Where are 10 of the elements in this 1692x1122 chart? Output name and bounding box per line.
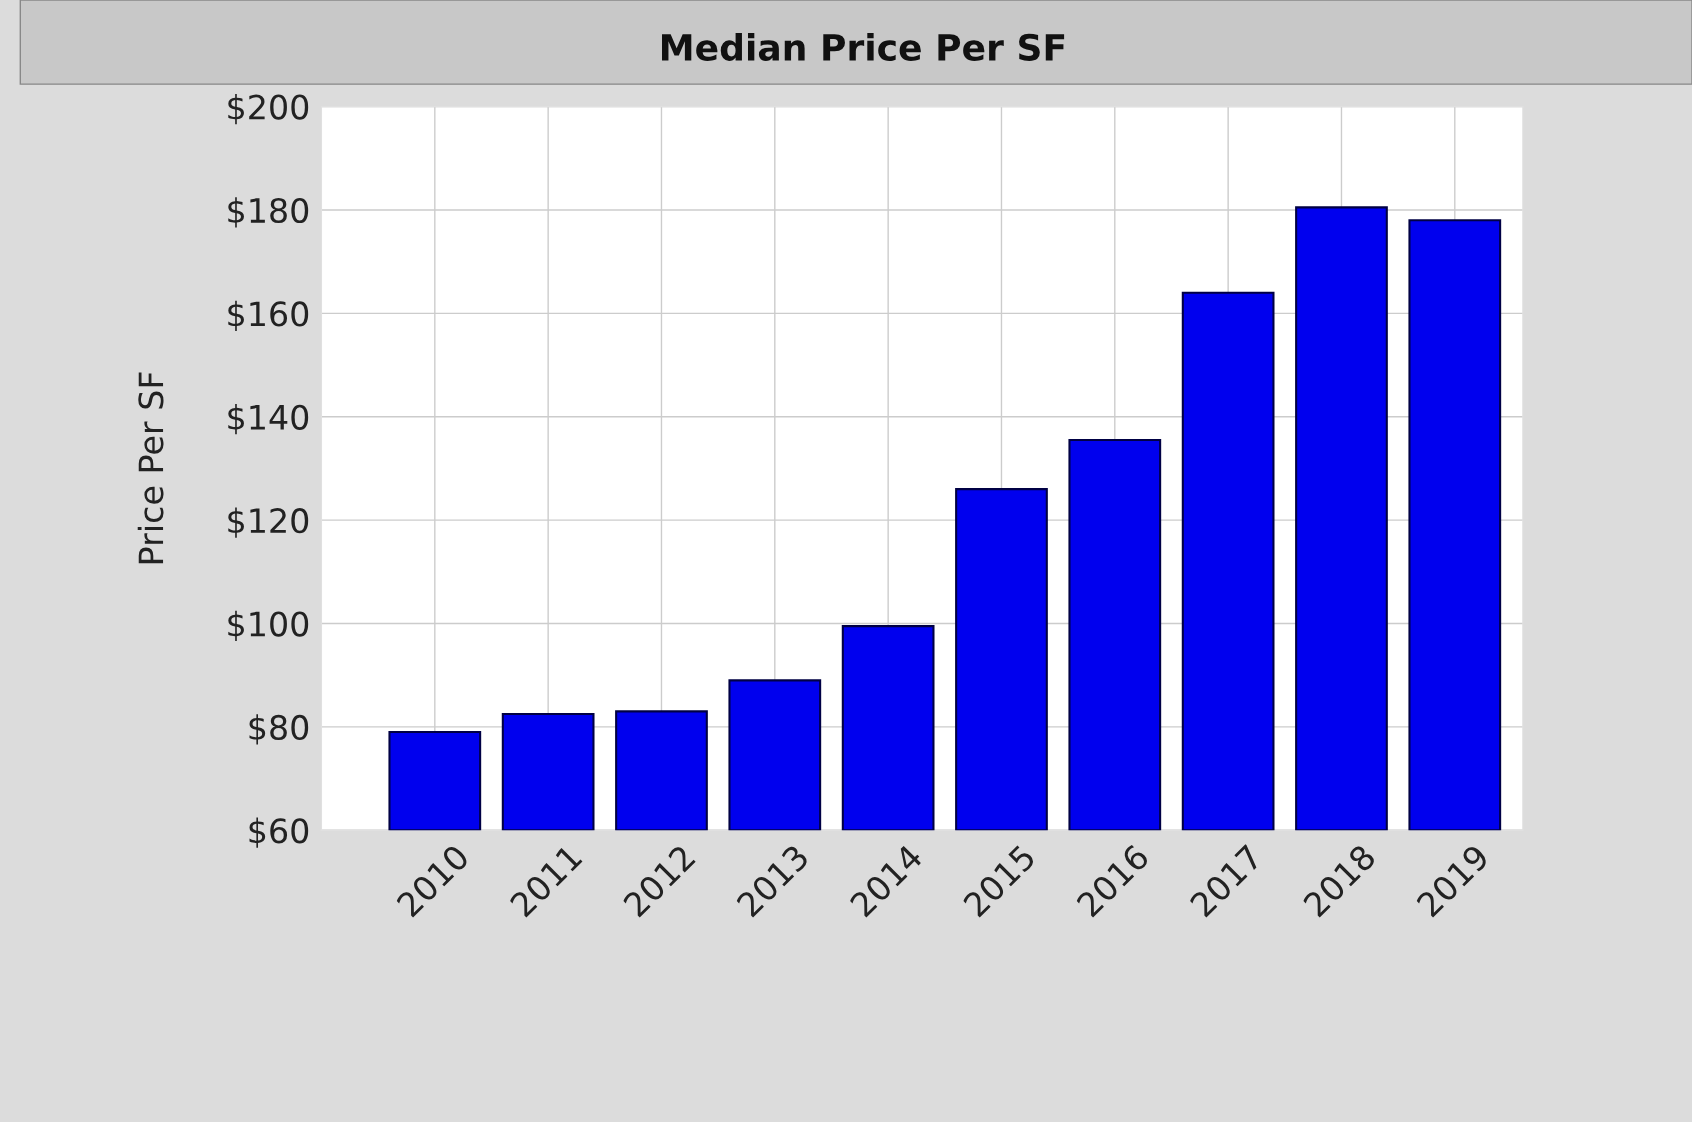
- y-tick-label: $200: [228, 93, 309, 125]
- y-tick-label: $140: [228, 404, 309, 435]
- chart-title: Median Price Per SF: [662, 33, 1065, 61]
- y-tick-label: $160: [228, 300, 309, 331]
- y-tick-label: $180: [228, 197, 309, 228]
- y-axis-title: Price Per SF: [137, 372, 164, 564]
- y-tick-label: $80: [249, 714, 309, 745]
- y-tick-label: $100: [228, 610, 309, 642]
- y-tick-label: $60: [249, 817, 309, 848]
- y-tick-label: $120: [228, 507, 309, 538]
